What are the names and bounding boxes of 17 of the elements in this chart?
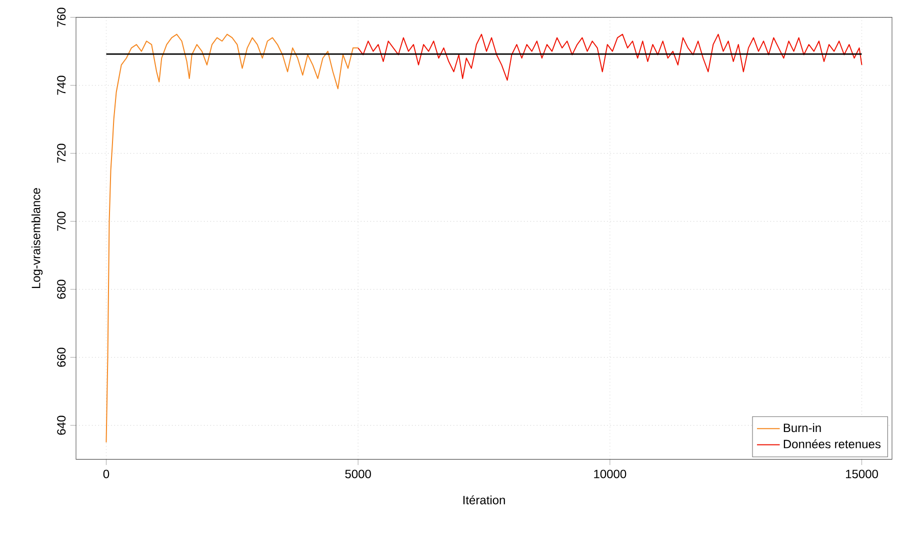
x-tick-label: 5000: [345, 470, 371, 478]
y-tick-label: 680: [57, 280, 66, 299]
line-series: [358, 34, 862, 81]
legend-label: Burn-in: [784, 423, 821, 432]
y-tick-label: 740: [57, 76, 66, 95]
x-tick-label: 15000: [846, 470, 878, 478]
y-tick-label: 660: [57, 348, 66, 367]
x-tick-label: 10000: [594, 470, 626, 478]
y-tick-label: 720: [57, 144, 66, 163]
legend-label: Données retenues: [784, 439, 881, 448]
y-tick-label: 760: [57, 8, 66, 27]
y-tick-label: 700: [57, 212, 66, 231]
x-tick-label: 0: [103, 470, 110, 478]
y-axis-title: Log-vraisemblance: [31, 188, 43, 288]
line-series: [106, 34, 359, 443]
x-axis-title: Itération: [463, 495, 505, 504]
y-tick-label: 640: [57, 416, 66, 435]
